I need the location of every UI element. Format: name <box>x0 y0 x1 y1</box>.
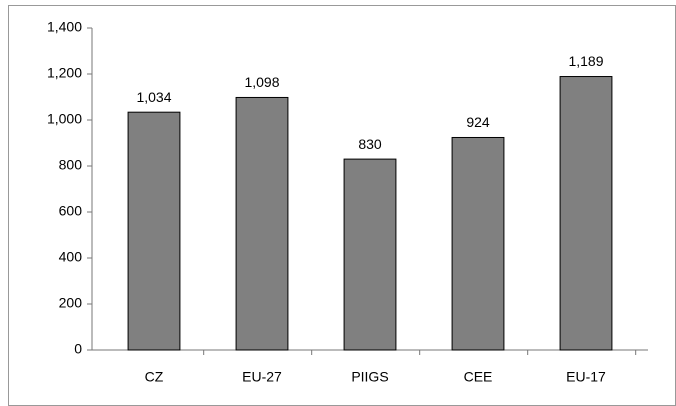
bar <box>559 76 613 351</box>
value-label: 1,098 <box>244 74 279 90</box>
bar <box>451 136 505 351</box>
x-tick-label: CEE <box>464 369 493 385</box>
y-tick-label: 1,000 <box>47 111 82 127</box>
x-tick-label: EU-17 <box>566 369 606 385</box>
y-tick-label: 1,200 <box>47 65 82 81</box>
y-tick-label: 200 <box>59 295 83 311</box>
value-label: 830 <box>358 136 382 152</box>
x-tick-label: PIIGS <box>351 369 388 385</box>
y-tick-label: 400 <box>59 249 83 265</box>
y-tick-label: 800 <box>59 157 83 173</box>
y-tick-label: 1,400 <box>47 19 82 35</box>
bar <box>127 111 181 351</box>
value-label: 1,034 <box>136 89 171 105</box>
value-label: 1,189 <box>568 53 603 69</box>
bar <box>343 158 397 351</box>
x-tick-label: EU-27 <box>242 369 282 385</box>
value-label: 924 <box>466 114 490 130</box>
x-tick-label: CZ <box>145 369 164 385</box>
y-tick-label: 600 <box>59 203 83 219</box>
bar <box>235 96 289 351</box>
y-tick-label: 0 <box>74 341 82 357</box>
